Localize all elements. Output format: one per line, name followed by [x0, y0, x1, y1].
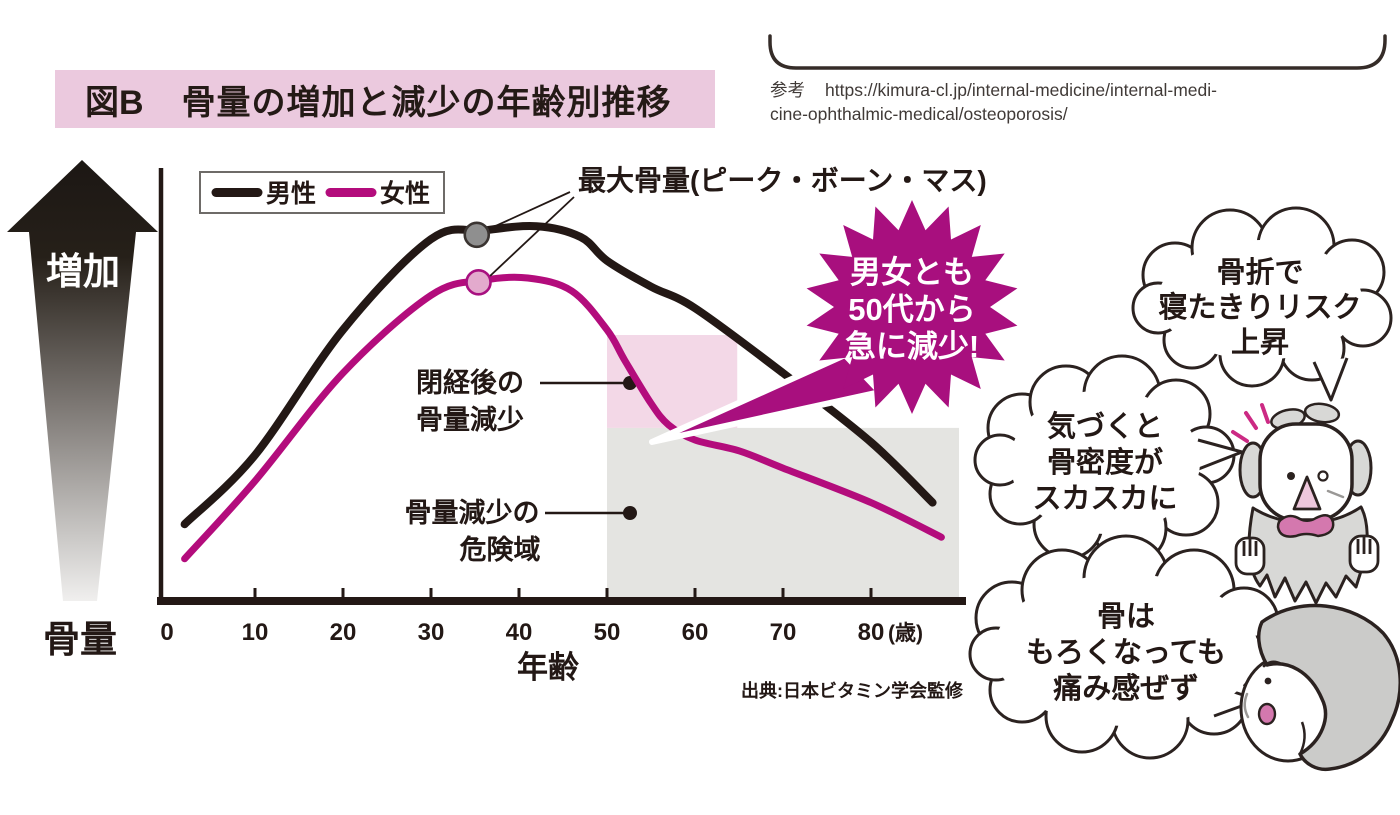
peak-markers [463, 221, 492, 296]
burst-line-1: 男女とも [850, 255, 974, 290]
woman-hair [1256, 603, 1400, 772]
danger-zone-annotation: 骨量減少の 危険域 [405, 498, 637, 565]
speech-bubble-fracture: 骨折で 寝たきりリスク 上昇 [1131, 206, 1393, 402]
reference-url-2: cine-ophthalmic-medical/osteoporosis/ [770, 104, 1068, 124]
menopause-annotation: 閉経後の 骨量減少 [416, 367, 637, 435]
danger-label-2: 危険域 [460, 534, 541, 565]
x-axis-ticks: 0 10 20 30 40 50 60 70 80 (歳) [160, 588, 923, 646]
chart-axes: 0 10 20 30 40 50 60 70 80 (歳) [157, 168, 966, 646]
x-tick-label: 50 [594, 619, 621, 646]
peak-label: 最大骨量(ピーク・ボーン・マス) [578, 165, 987, 196]
reference-box-bottom-border [768, 34, 1387, 70]
bubble2-line2: 骨密度が [1047, 445, 1163, 479]
x-tick-label: 0 [160, 619, 173, 646]
x-tick-label: 60 [682, 619, 709, 646]
x-axis-title: 年齢 [517, 650, 579, 685]
man-nose [1292, 475, 1322, 511]
man-left-eye [1287, 472, 1295, 480]
reference-url-1: https://kimura-cl.jp/internal-medicine/i… [825, 80, 1217, 100]
bubble-inner [1158, 240, 1362, 360]
figure-title-bar: 図B 骨量の増加と減少の年齢別推移 [55, 70, 715, 128]
figure-title: 骨量の増加と減少の年齢別推移 [181, 83, 672, 122]
x-tick-label: 30 [418, 619, 445, 646]
chart-legend: 男性 女性 [199, 171, 445, 214]
bubble1-line1: 骨折で [1216, 256, 1303, 289]
menopause-label-1: 閉経後の [416, 367, 524, 398]
fan-line-male [488, 191, 571, 230]
source-credit: 出典:日本ビタミン学会監修 [741, 680, 964, 701]
increase-label: 増加 [46, 251, 120, 292]
burst-body [806, 200, 1018, 414]
figure-tag: 図B [85, 83, 144, 122]
bubble3-line1: 骨は [1097, 601, 1155, 633]
woman-ear-line [1298, 721, 1306, 755]
bubble1-line3: 上昇 [1231, 326, 1289, 359]
menopause-label-2: 骨量減少 [416, 405, 524, 435]
bubble-inner [1010, 390, 1200, 534]
decline-callout-burst: 男女とも 50代から 急に減少! [649, 200, 1018, 445]
danger-zone-region [607, 427, 959, 602]
bubble2-line1: 気づくと [1047, 410, 1163, 443]
fan-line-female [489, 196, 575, 277]
x-axis-unit: (歳) [888, 622, 923, 645]
man-cheek-wrinkle [1326, 489, 1345, 499]
bubble3-line2: もろくなっても [1026, 637, 1226, 669]
y-axis-title: 骨量 [43, 619, 117, 660]
peak-bone-mass-annotation: 最大骨量(ピーク・ボーン・マス) [463, 165, 987, 296]
burst-line-3: 急に減少! [845, 329, 979, 364]
elderly-woman-illustration [1239, 603, 1400, 772]
man-hands [1234, 534, 1380, 576]
woman-wrinkle [1243, 692, 1250, 719]
bubble-tail [1312, 357, 1349, 402]
man-right-eye [1317, 470, 1329, 482]
bubble3-line3: 痛み感ぜず [1053, 672, 1199, 705]
legend-label-male: 男性 [266, 180, 316, 208]
x-tick-label: 80 [858, 619, 885, 646]
curve-female [181, 273, 945, 563]
woman-mouth [1257, 702, 1277, 726]
bubble2-line3: スカスカに [1032, 483, 1177, 515]
woman-eyebrow [1262, 660, 1283, 668]
elderly-man-illustration [1231, 402, 1380, 605]
x-tick-label: 40 [506, 619, 533, 646]
man-hair-tuft-right [1303, 402, 1341, 424]
surprise-marks-icon [1231, 403, 1270, 443]
legend-label-female: 女性 [380, 179, 430, 208]
speech-bubble-density: 気づくと 骨密度が スカスカに [973, 354, 1244, 566]
x-tick-label: 10 [242, 619, 269, 646]
speech-bubble-brittle: 骨は もろくなっても 痛み感ぜず [968, 534, 1286, 760]
reference-prefix: 参考 [770, 80, 805, 100]
pointer-dot [623, 506, 637, 520]
x-tick-label: 70 [770, 619, 797, 646]
x-tick-label: 20 [330, 619, 357, 646]
bubble1-line2: 寝たきりリスク [1158, 290, 1361, 324]
bubble-inner [994, 574, 1258, 726]
danger-label-1: 骨量減少の [405, 498, 540, 528]
reference-note: 参考 https://kimura-cl.jp/internal-medicine… [770, 78, 1390, 126]
peak-dot-male [463, 221, 491, 249]
burst-line-2: 50代から [848, 292, 975, 327]
reference-line1: 参考 https://kimura-cl.jp/internal-medicine… [770, 78, 1390, 102]
woman-eye [1264, 677, 1272, 685]
peak-dot-female [465, 269, 492, 296]
y-axis-increase-arrow: 増加 [7, 160, 158, 601]
arrow-shape [7, 160, 158, 601]
man-mouth [1276, 514, 1335, 538]
